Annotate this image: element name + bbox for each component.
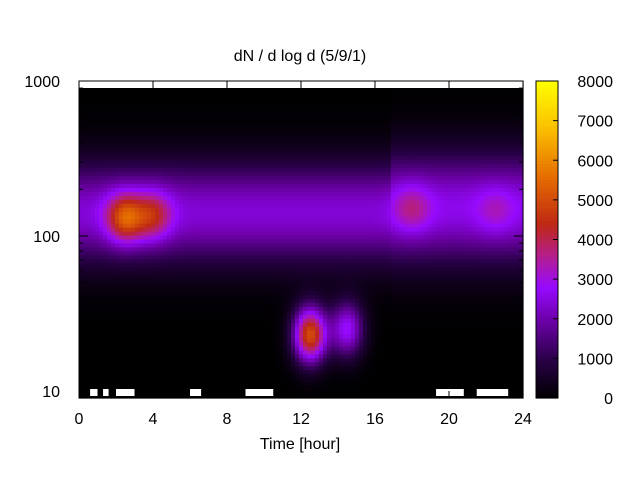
colorbar-tick-label: 1000 bbox=[577, 351, 613, 368]
y-tick-label: 100 bbox=[33, 229, 60, 246]
colorbar-tick-label: 3000 bbox=[577, 272, 613, 289]
colorbar-tick-label: 6000 bbox=[577, 153, 613, 170]
colorbar-tick-label: 0 bbox=[604, 391, 613, 408]
x-tick-label: 0 bbox=[75, 411, 84, 428]
y-tick-label: 1000 bbox=[24, 74, 60, 91]
x-tick-label: 16 bbox=[366, 411, 384, 428]
chart-title: dN / d log d (5/9/1) bbox=[234, 48, 367, 65]
colorbar: 0 1000 2000 3000 4000 5000 6000 7000 8000 bbox=[535, 74, 613, 408]
colorbar-tick-label: 7000 bbox=[577, 114, 613, 131]
x-tick-label: 24 bbox=[514, 411, 532, 428]
x-tick-label: 4 bbox=[149, 411, 158, 428]
x-axis-label: Time [hour] bbox=[260, 436, 340, 453]
colorbar-tick-label: 5000 bbox=[577, 193, 613, 210]
x-tick-label: 20 bbox=[440, 411, 458, 428]
axes: 0 4 8 12 16 20 24 10 100 1000 bbox=[24, 74, 532, 428]
x-tick-label: 12 bbox=[292, 411, 310, 428]
y-tick-label: 10 bbox=[42, 384, 60, 401]
colorbar-tick-label: 2000 bbox=[577, 312, 613, 329]
heatmap-plot-area bbox=[79, 81, 524, 399]
colorbar-tick-label: 8000 bbox=[577, 74, 613, 91]
x-tick-label: 8 bbox=[223, 411, 232, 428]
colorbar-tick-label: 4000 bbox=[577, 233, 613, 250]
